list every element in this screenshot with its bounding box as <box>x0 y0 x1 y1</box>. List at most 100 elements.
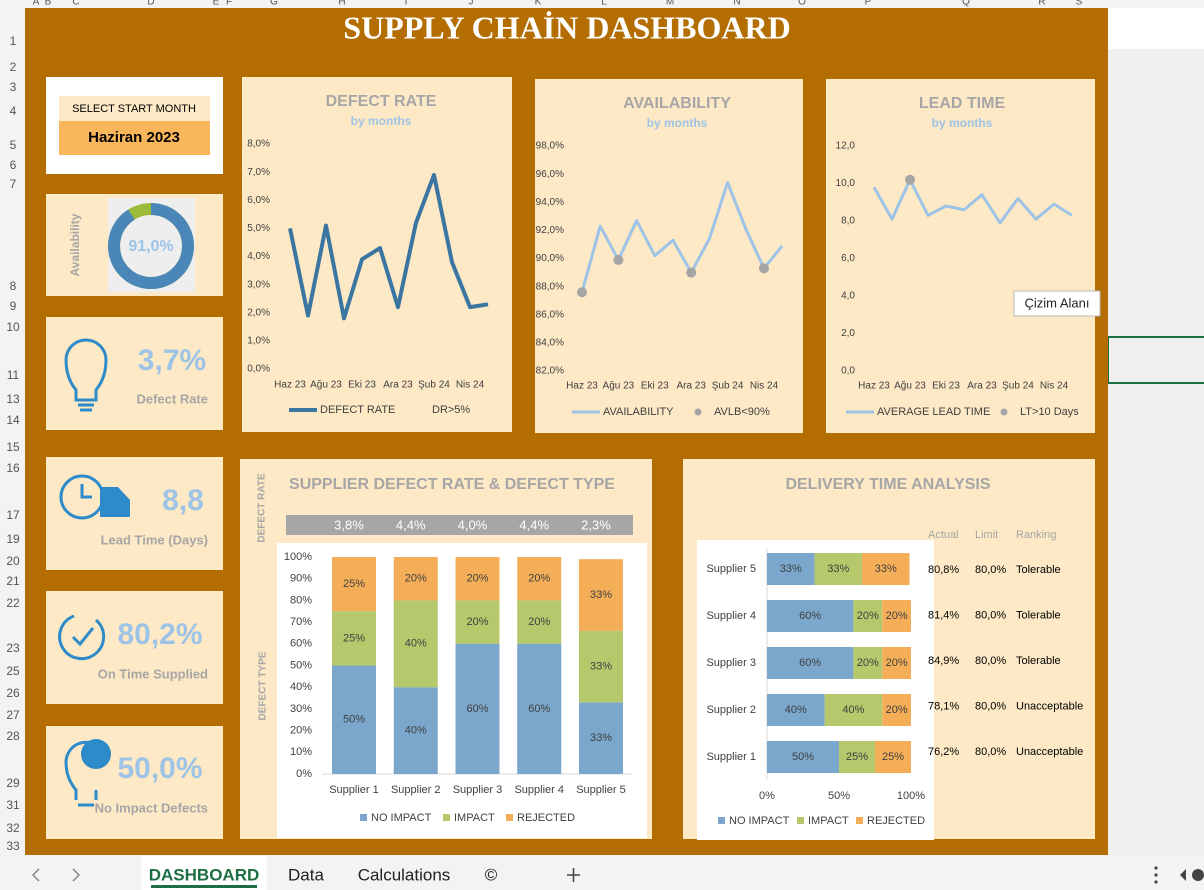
bar-label: 50% <box>343 714 365 726</box>
bar-label: 33% <box>590 732 612 744</box>
y-tick-label: 0,0% <box>247 364 270 375</box>
row-header: 15 <box>6 440 20 454</box>
row-header: 9 <box>10 299 17 313</box>
x-tick-label: Haz 23 <box>274 380 306 391</box>
bar-label: 20% <box>886 704 908 716</box>
bar-label: 33% <box>590 589 612 601</box>
bar-segment <box>875 741 911 773</box>
bulb-icon <box>64 338 108 412</box>
menu-dot <box>1154 873 1158 877</box>
bar-segment <box>393 600 438 688</box>
bar-segment <box>882 600 911 632</box>
x-tick-label: Nis 24 <box>456 380 485 391</box>
series-marker <box>686 267 697 278</box>
start-month-label: SELECT START MONTH <box>72 103 196 115</box>
legend-label: IMPACT <box>808 815 849 827</box>
row-header: 26 <box>6 686 20 700</box>
column-header: L <box>601 0 607 8</box>
table-cell: 76,2% <box>928 746 959 758</box>
x-tick-label: Ara 23 <box>383 380 413 391</box>
y-tick-label: Supplier 4 <box>706 610 756 622</box>
sheet-tab[interactable]: Calculations <box>358 865 451 884</box>
row-header: 31 <box>6 798 20 812</box>
row-header: 6 <box>10 158 17 172</box>
bar-segment <box>767 553 815 585</box>
y-tick-label: 6,0 <box>841 253 855 264</box>
kpi-value: 50,0% <box>117 752 202 785</box>
x-tick-label: 0% <box>759 790 775 802</box>
y-tick-label: 8,0 <box>841 216 855 227</box>
bar-label: 60% <box>799 610 821 622</box>
add-sheet[interactable] <box>567 868 580 882</box>
bar-segment <box>853 647 883 679</box>
y-tick-label: 2,0% <box>247 307 270 318</box>
x-tick-label: 100% <box>897 790 925 802</box>
row-header: 2 <box>10 60 17 74</box>
bar-segment <box>332 557 376 612</box>
row-header: 5 <box>10 138 17 152</box>
bar-label: 33% <box>590 660 612 672</box>
bar-label: 50% <box>792 751 814 763</box>
bar-label: 20% <box>857 657 879 669</box>
row-header: 27 <box>6 708 20 722</box>
kpi-value: 80,2% <box>117 618 202 651</box>
y-tick-label: 84,0% <box>536 338 564 349</box>
x-tick-label: Nis 24 <box>1040 381 1069 392</box>
y-tick-label: 2,0 <box>841 328 855 339</box>
row-header: 7 <box>10 177 17 191</box>
bar-segment <box>393 687 438 774</box>
bar-label: 20% <box>466 573 488 585</box>
table-cell: Tolerable <box>1016 655 1061 667</box>
series-line <box>580 181 784 293</box>
y-tick-label: 8,0% <box>247 139 270 150</box>
table-cell: 80,0% <box>975 564 1006 576</box>
x-tick-label: 50% <box>828 790 850 802</box>
sheet-tab[interactable]: © <box>485 865 498 884</box>
legend-swatch <box>506 814 513 821</box>
scroll-thumb <box>1192 869 1204 881</box>
kpi-label: Lead Time (Days) <box>101 532 208 547</box>
table-cell: Tolerable <box>1016 609 1061 621</box>
chart-panel <box>826 79 1095 433</box>
row-header: 14 <box>6 413 20 427</box>
row-header: 33 <box>6 839 20 853</box>
nav-prev[interactable] <box>31 868 40 882</box>
sheet-tab[interactable]: Data <box>288 865 324 884</box>
column-header: D <box>147 0 154 8</box>
y-tick-label: 70% <box>290 616 312 628</box>
y-tick-label: 96,0% <box>536 169 564 180</box>
sheet-tab[interactable]: DASHBOARD <box>149 865 260 884</box>
bar-label: 60% <box>528 703 550 715</box>
kpi-card <box>46 317 223 430</box>
y-tick-label: Supplier 3 <box>706 657 756 669</box>
bar-label: 20% <box>886 610 908 622</box>
bar-label: 60% <box>466 703 488 715</box>
menu-dot <box>1154 866 1158 870</box>
kpi-card <box>46 591 223 704</box>
column-header: B <box>45 0 52 8</box>
series-marker <box>905 174 915 185</box>
table-cell: 80,8% <box>928 564 959 576</box>
kpi-label: On Time Supplied <box>98 666 208 681</box>
y-tick-label: 7,0% <box>247 167 270 178</box>
table-cell: Unacceptable <box>1016 700 1083 712</box>
bar-segment <box>862 553 910 585</box>
row-header: 11 <box>7 368 20 382</box>
y-tick-label: 6,0% <box>247 195 270 206</box>
truck-icon <box>100 487 130 517</box>
nav-next[interactable] <box>72 868 81 882</box>
row-header: 22 <box>6 596 20 610</box>
scroll-left[interactable] <box>1180 869 1186 881</box>
bar-segment <box>455 600 500 644</box>
table-cell: Tolerable <box>1016 564 1061 576</box>
bar-label: 40% <box>842 704 864 716</box>
column-header: Q <box>962 0 970 8</box>
y-tick-label: 50% <box>290 659 312 671</box>
y-tick-label: 100% <box>284 551 312 563</box>
bar-segment <box>579 702 623 774</box>
y-tick-label: Supplier 5 <box>706 563 756 575</box>
bar-label: 20% <box>405 573 427 585</box>
start-month-selector <box>59 121 210 155</box>
y-tick-label: 4,0% <box>247 251 270 262</box>
bar-label: 25% <box>882 751 904 763</box>
